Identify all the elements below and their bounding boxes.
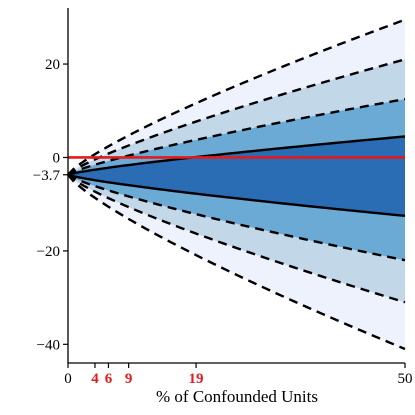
- x-axis-title: % of Confounded Units: [156, 387, 318, 406]
- y-tick-label: −40: [37, 337, 60, 353]
- x-tick-label: 50: [398, 371, 413, 387]
- x-highlight-label: 9: [125, 371, 133, 387]
- y-annotation-label: −3.7: [33, 168, 61, 184]
- tick-labels: −40 −20 0 20 −3.7 0 50 4 6 9 19: [33, 57, 413, 387]
- y-tick-label: 20: [45, 57, 60, 73]
- x-tick-label: 0: [64, 371, 72, 387]
- dashed-line-1: [67, 58, 406, 176]
- solid-line-0: [67, 135, 406, 176]
- x-highlight-label: 4: [91, 371, 99, 387]
- dashed-line-3: [67, 173, 406, 262]
- solid-line-1: [67, 173, 406, 218]
- axes: [63, 8, 406, 368]
- dashed-line-0: [67, 18, 406, 176]
- y-tick-label: 0: [53, 150, 61, 166]
- dashed-line-2: [67, 97, 406, 176]
- x-highlight-label: 6: [105, 371, 113, 387]
- dashed-line-4: [67, 173, 406, 304]
- x-highlight-label: 19: [189, 371, 204, 387]
- y-tick-label: −20: [37, 244, 60, 260]
- bound-lines: [67, 18, 406, 351]
- dashed-line-5: [67, 173, 406, 351]
